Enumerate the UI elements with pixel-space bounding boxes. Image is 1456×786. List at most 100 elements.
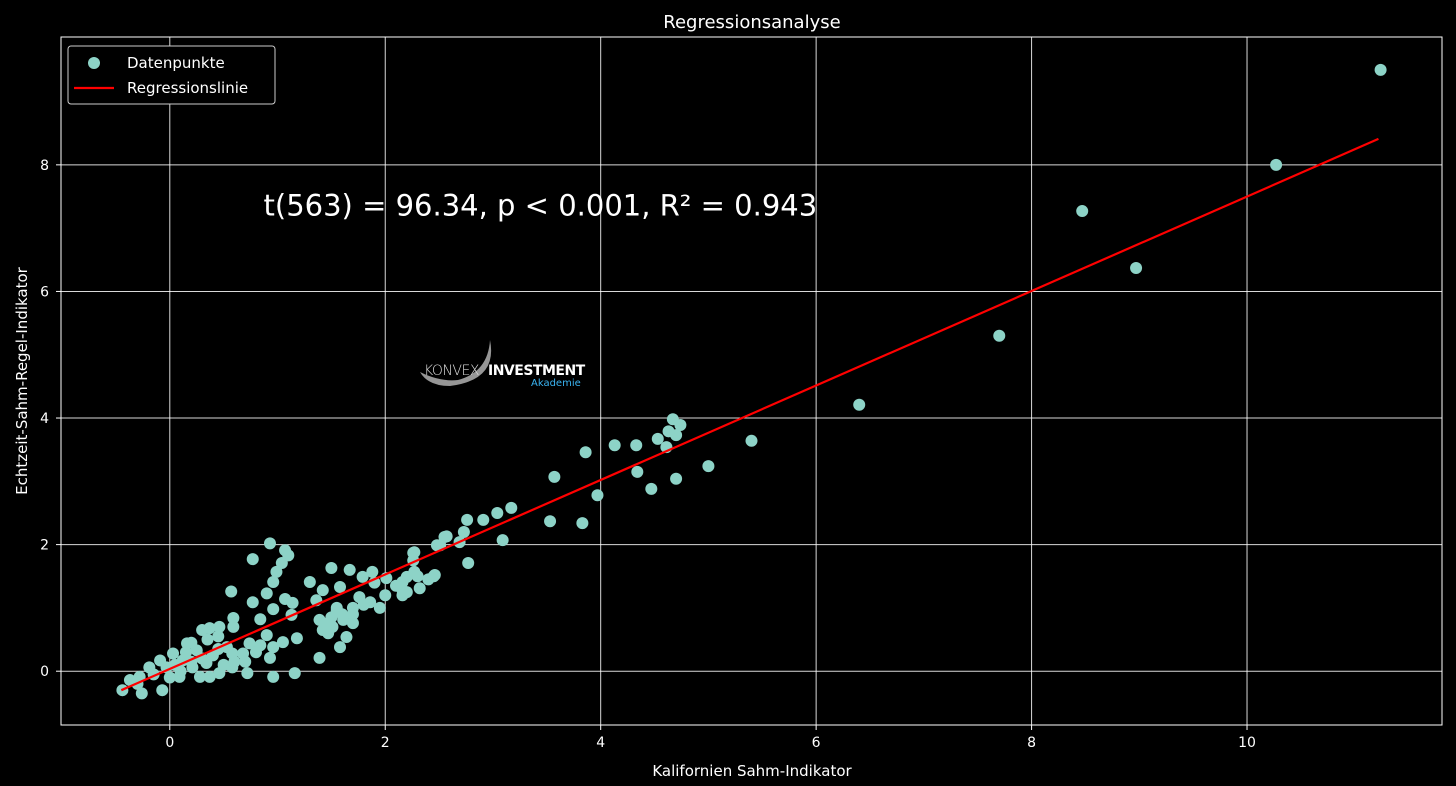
data-point	[254, 613, 267, 626]
data-point	[462, 556, 475, 569]
data-point	[249, 646, 262, 659]
data-point	[334, 641, 347, 654]
data-point	[544, 515, 557, 528]
data-point	[853, 398, 866, 411]
regression-line	[120, 137, 1379, 692]
data-point	[1130, 262, 1143, 275]
data-point	[263, 537, 276, 550]
data-point	[366, 565, 379, 578]
legend-label-line: Regressionslinie	[127, 79, 248, 97]
data-point	[225, 585, 238, 598]
data-point	[379, 589, 392, 602]
x-tick-label: 2	[381, 735, 390, 751]
data-point	[193, 670, 206, 683]
data-point	[390, 579, 403, 592]
x-tick-label: 10	[1238, 735, 1256, 751]
data-point	[411, 570, 424, 583]
data-point	[330, 601, 343, 614]
data-point	[477, 513, 490, 526]
data-point	[461, 513, 474, 526]
data-point	[212, 630, 225, 643]
data-point	[267, 575, 280, 588]
data-point	[373, 601, 386, 614]
data-point	[267, 603, 280, 616]
data-point	[334, 581, 347, 594]
legend-box	[67, 45, 276, 105]
data-point	[357, 598, 370, 611]
y-axis-label: Echtzeit-Sahm-Regel-Indikator	[13, 266, 31, 495]
data-point	[260, 629, 273, 642]
data-point	[343, 563, 356, 576]
regression-stats-annotation: t(563) = 96.34, p < 0.001, R² = 0.943	[264, 188, 818, 222]
x-tick-label: 4	[596, 735, 605, 751]
data-point	[1270, 158, 1283, 171]
data-point	[286, 596, 299, 609]
data-point	[319, 617, 332, 630]
data-point	[201, 633, 214, 646]
svg-text:KONVEX: KONVEX	[424, 363, 479, 379]
data-point	[591, 489, 604, 502]
data-point	[243, 637, 256, 650]
data-point	[651, 432, 664, 445]
chart-title: Regressionsanalyse	[663, 12, 840, 33]
data-point	[290, 632, 303, 645]
data-point	[156, 684, 169, 697]
data-point	[270, 565, 283, 578]
data-point	[548, 470, 561, 483]
data-point	[745, 434, 758, 447]
data-point	[491, 506, 504, 519]
legend-label-points: Datenpunkte	[127, 54, 225, 72]
data-point	[213, 620, 226, 633]
plot-frame	[60, 36, 1443, 726]
data-point	[631, 465, 644, 478]
y-tick-label: 2	[40, 538, 49, 554]
legend-marker-points	[88, 57, 100, 69]
data-point	[608, 439, 621, 452]
x-tick-label: 8	[1027, 735, 1036, 751]
data-point	[670, 472, 683, 485]
data-point	[275, 556, 288, 569]
data-point	[1374, 63, 1387, 76]
svg-text:Akademie: Akademie	[531, 378, 581, 389]
data-point	[1076, 205, 1089, 218]
data-point	[579, 446, 592, 459]
data-point	[662, 425, 675, 438]
data-point	[325, 562, 338, 575]
data-point	[346, 608, 359, 621]
data-point	[276, 636, 289, 649]
data-point	[322, 627, 335, 640]
data-point	[228, 655, 241, 668]
data-point	[505, 501, 518, 514]
x-axis-label: Kalifornien Sahm-Indikator	[652, 762, 852, 780]
data-point	[674, 418, 687, 431]
data-point	[440, 530, 453, 543]
watermark-logo: KONVEX INVESTMENT Akademie	[420, 340, 586, 389]
data-point	[267, 670, 280, 683]
data-point	[227, 620, 240, 633]
y-tick-label: 8	[40, 158, 49, 174]
data-point	[260, 587, 273, 600]
y-tick-label: 4	[40, 411, 49, 427]
data-point	[993, 329, 1006, 342]
axis-ticks: 0 2 4 6 8 10 0 2 4 6 8	[40, 158, 1256, 751]
data-point	[246, 553, 259, 566]
data-point	[576, 517, 589, 530]
data-point	[227, 612, 240, 625]
data-point	[400, 586, 413, 599]
data-point	[263, 651, 276, 664]
data-point	[457, 525, 470, 538]
data-point	[217, 658, 230, 671]
data-point	[167, 647, 180, 660]
data-point	[288, 667, 301, 680]
data-point	[413, 582, 426, 595]
data-point	[174, 665, 187, 678]
data-point	[196, 624, 209, 637]
data-point	[422, 573, 435, 586]
data-points	[116, 63, 1387, 700]
grid	[61, 37, 1442, 725]
data-point	[303, 575, 316, 588]
svg-text:INVESTMENT: INVESTMENT	[488, 363, 586, 379]
data-point	[185, 636, 198, 649]
data-point	[163, 671, 176, 684]
